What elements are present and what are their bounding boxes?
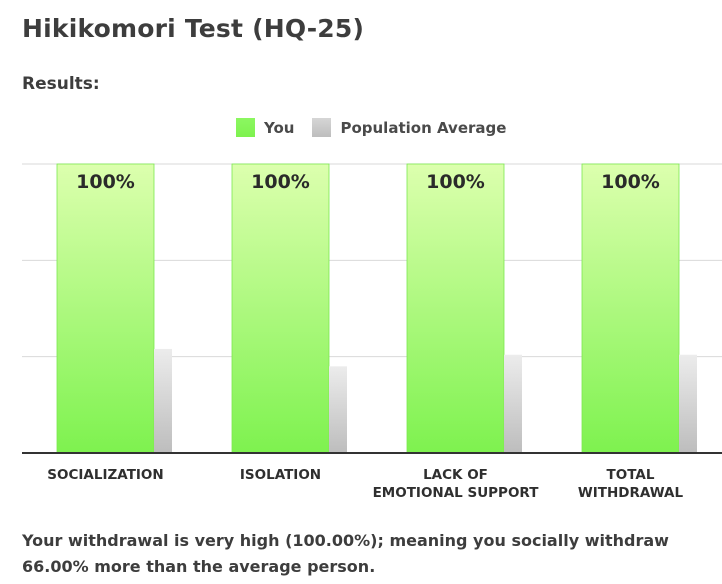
results-heading: Results:	[22, 74, 100, 94]
bar-population-average	[504, 354, 522, 453]
bar-value-label: 100%	[76, 171, 135, 193]
bar-value-label: 100%	[426, 171, 485, 193]
bar-population-average	[154, 348, 172, 453]
legend-swatch-you	[236, 118, 255, 137]
bar-you	[406, 163, 505, 454]
bar-you	[231, 163, 330, 454]
chart-legend: You Population Average	[236, 118, 524, 137]
category-label: WITHDRAWAL	[578, 485, 684, 501]
bar-you	[56, 163, 155, 454]
category-label: SOCIALIZATION	[47, 467, 163, 483]
legend-swatch-average	[312, 118, 332, 137]
category-label: ISOLATION	[240, 467, 321, 483]
bar-value-label: 100%	[601, 171, 660, 193]
legend-label-you: You	[264, 118, 295, 137]
legend-item-average: Population Average	[312, 118, 506, 137]
bar-value-label: 100%	[251, 171, 310, 193]
category-label: EMOTIONAL SUPPORT	[373, 485, 540, 501]
legend-label-average: Population Average	[340, 118, 507, 137]
bar-you	[581, 163, 680, 454]
result-summary: Your withdrawal is very high (100.00%); …	[22, 531, 669, 576]
category-label: TOTAL	[607, 467, 655, 483]
bar-population-average	[679, 354, 697, 453]
bar-chart: 100% SOCIALIZATION 100% ISOLATION 100% LACK O…	[22, 163, 722, 501]
page-title: Hikikomori Test (HQ-25)	[22, 14, 365, 43]
bar-population-average	[329, 366, 347, 453]
legend-item-you: You	[236, 118, 294, 137]
category-label: LACK OF	[423, 467, 488, 483]
